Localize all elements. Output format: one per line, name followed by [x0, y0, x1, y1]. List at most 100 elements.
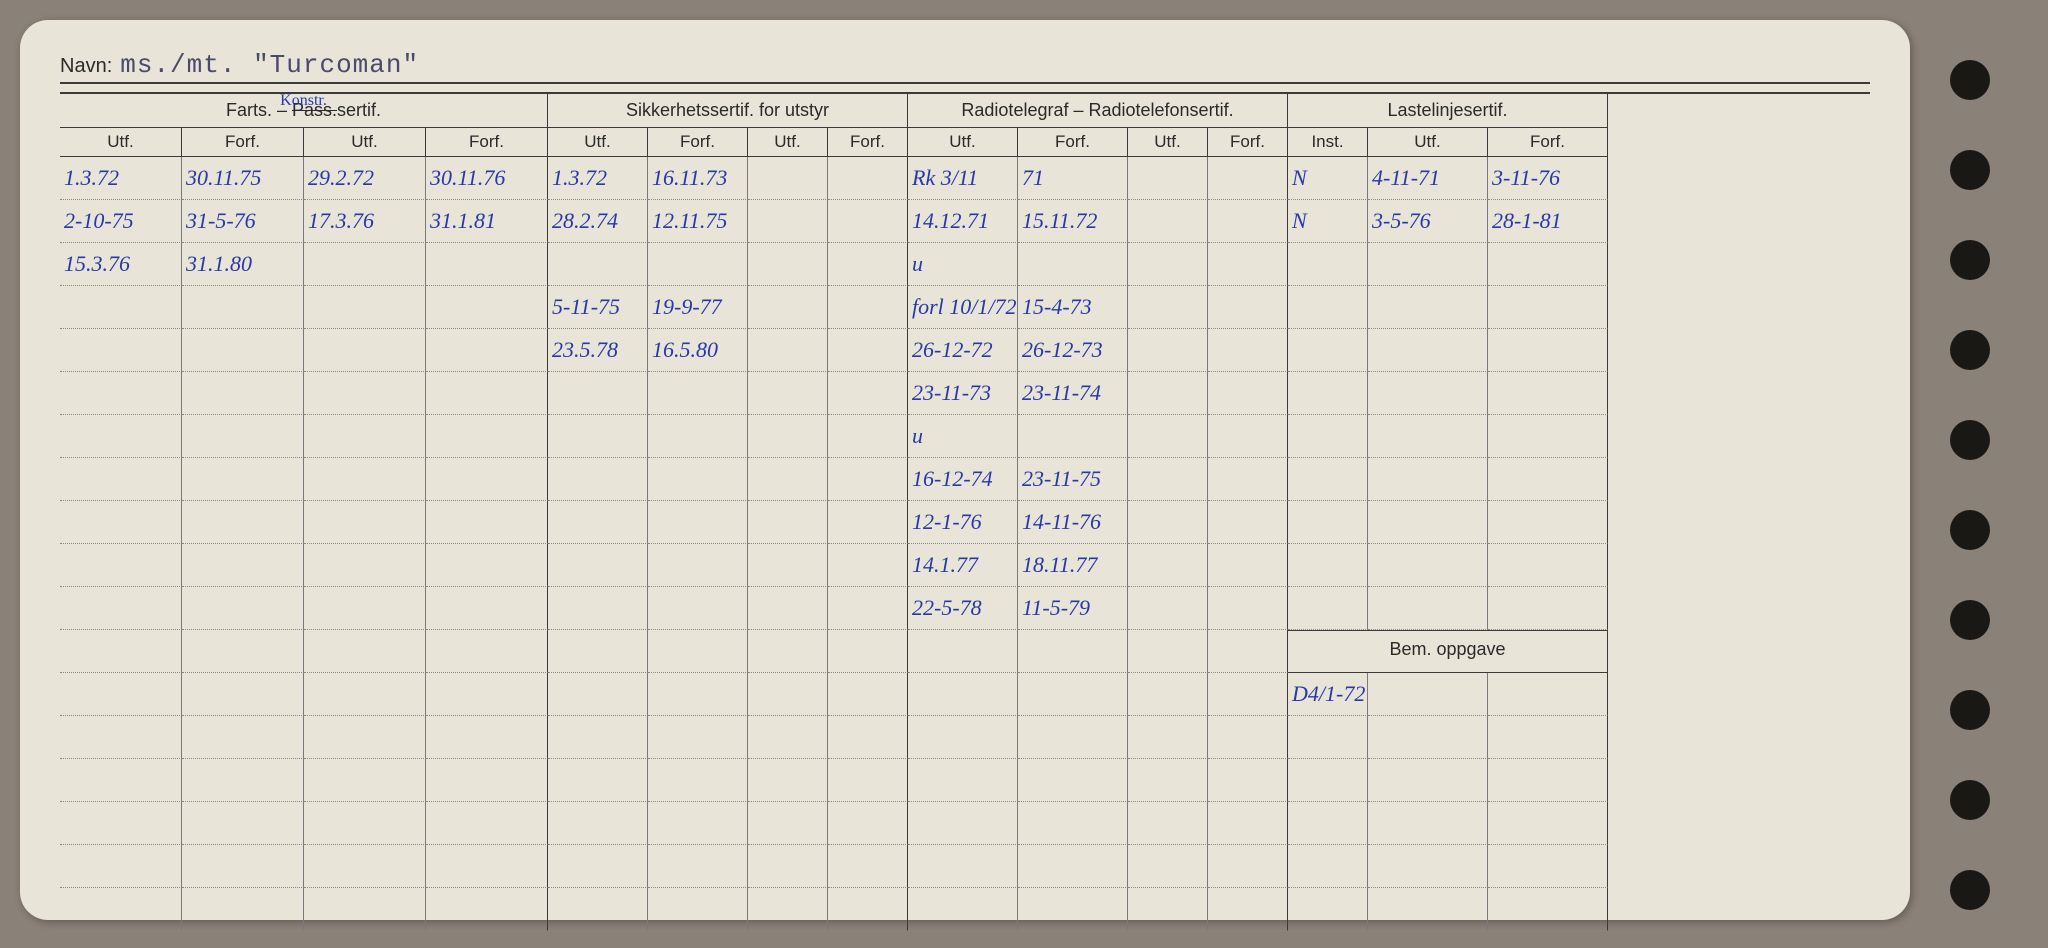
- table-cell: [1368, 329, 1488, 372]
- table-cell: [1488, 415, 1608, 458]
- table-cell: u: [908, 415, 1018, 458]
- table-cell: [1018, 673, 1128, 716]
- table-cell: [182, 759, 304, 802]
- header-farts: Konstr. Farts. – Pass.sertif.: [60, 94, 548, 128]
- table-cell: [1368, 415, 1488, 458]
- hole-icon: [1950, 780, 1990, 820]
- table-cell: [182, 845, 304, 888]
- table-cell: [548, 716, 648, 759]
- table-cell: [182, 415, 304, 458]
- table-cell: [1208, 544, 1288, 587]
- table-cell: [1018, 888, 1128, 931]
- table-cell: [748, 415, 828, 458]
- table-cell: [828, 501, 908, 544]
- table-cell: [648, 415, 748, 458]
- table-cell: [1488, 458, 1608, 501]
- table-cell: [828, 544, 908, 587]
- table-cell: [548, 888, 648, 931]
- table-cell: [1288, 415, 1368, 458]
- table-cell: [1288, 501, 1368, 544]
- table-cell: [648, 630, 748, 673]
- table-cell: [304, 544, 426, 587]
- table-cell: [648, 243, 748, 286]
- table-cell: [182, 630, 304, 673]
- table-cell: [426, 415, 548, 458]
- table-cell: [748, 630, 828, 673]
- table-cell: [60, 501, 182, 544]
- table-cell: [60, 286, 182, 329]
- table-cell: [182, 716, 304, 759]
- table-cell: [304, 630, 426, 673]
- table-cell: [748, 501, 828, 544]
- table-cell: [1288, 458, 1368, 501]
- table-cell: [1128, 501, 1208, 544]
- table-cell: [304, 802, 426, 845]
- hole-icon: [1950, 60, 1990, 100]
- table-cell: [828, 200, 908, 243]
- table-cell: [1018, 716, 1128, 759]
- table-cell: [1488, 544, 1608, 587]
- header-radio: Radiotelegraf – Radiotelefonsertif.: [908, 94, 1288, 128]
- sub-forf: Forf.: [1018, 128, 1128, 157]
- table-cell: [1128, 372, 1208, 415]
- table-cell: [1208, 630, 1288, 673]
- table-cell: [1368, 372, 1488, 415]
- hole-icon: [1950, 600, 1990, 640]
- table-cell: [1368, 716, 1488, 759]
- table-cell: [828, 286, 908, 329]
- table-cell: 71: [1018, 157, 1128, 200]
- sub-utf: Utf.: [1368, 128, 1488, 157]
- table-cell: [1208, 200, 1288, 243]
- table-cell: 28.2.74: [548, 200, 648, 243]
- table-cell: 23-11-73: [908, 372, 1018, 415]
- table-cell: [828, 243, 908, 286]
- table-cell: [304, 888, 426, 931]
- table-cell: D4/1-72: [1288, 673, 1368, 716]
- table-cell: [426, 587, 548, 630]
- table-cell: [548, 501, 648, 544]
- table-cell: [182, 544, 304, 587]
- table-cell: N: [1288, 200, 1368, 243]
- table-cell: [548, 243, 648, 286]
- table-cell: [548, 415, 648, 458]
- table-cell: [748, 845, 828, 888]
- table-cell: 26-12-72: [908, 329, 1018, 372]
- table-cell: [548, 372, 648, 415]
- table-cell: [908, 802, 1018, 845]
- table-cell: [1208, 716, 1288, 759]
- table-cell: [304, 587, 426, 630]
- table-cell: [304, 372, 426, 415]
- table-cell: [648, 845, 748, 888]
- table-cell: [828, 759, 908, 802]
- table-cell: u: [908, 243, 1018, 286]
- table-cell: [648, 501, 748, 544]
- table-cell: [426, 716, 548, 759]
- table-cell: [1288, 243, 1368, 286]
- table-cell: N: [1288, 157, 1368, 200]
- table-cell: [908, 888, 1018, 931]
- table-cell: [426, 372, 548, 415]
- header-laste: Lastelinjesertif.: [1288, 94, 1608, 128]
- table-cell: [60, 587, 182, 630]
- table-cell: [1368, 845, 1488, 888]
- table-cell: [1208, 458, 1288, 501]
- table-cell: [1488, 501, 1608, 544]
- table-cell: [60, 845, 182, 888]
- table-cell: [1128, 716, 1208, 759]
- table-cell: [648, 544, 748, 587]
- table-cell: [648, 372, 748, 415]
- table-cell: 22-5-78: [908, 587, 1018, 630]
- table-cell: 30.11.75: [182, 157, 304, 200]
- table-cell: [1288, 587, 1368, 630]
- table-cell: [60, 802, 182, 845]
- table-cell: [1208, 157, 1288, 200]
- sub-utf: Utf.: [908, 128, 1018, 157]
- table-cell: [1208, 802, 1288, 845]
- table-cell: [1128, 329, 1208, 372]
- header-bem: Bem. oppgave: [1288, 630, 1608, 673]
- hole-icon: [1950, 150, 1990, 190]
- table-cell: 15-4-73: [1018, 286, 1128, 329]
- certificate-table: Konstr. Farts. – Pass.sertif. Sikkerhets…: [60, 92, 1870, 931]
- table-cell: [304, 845, 426, 888]
- table-cell: [60, 544, 182, 587]
